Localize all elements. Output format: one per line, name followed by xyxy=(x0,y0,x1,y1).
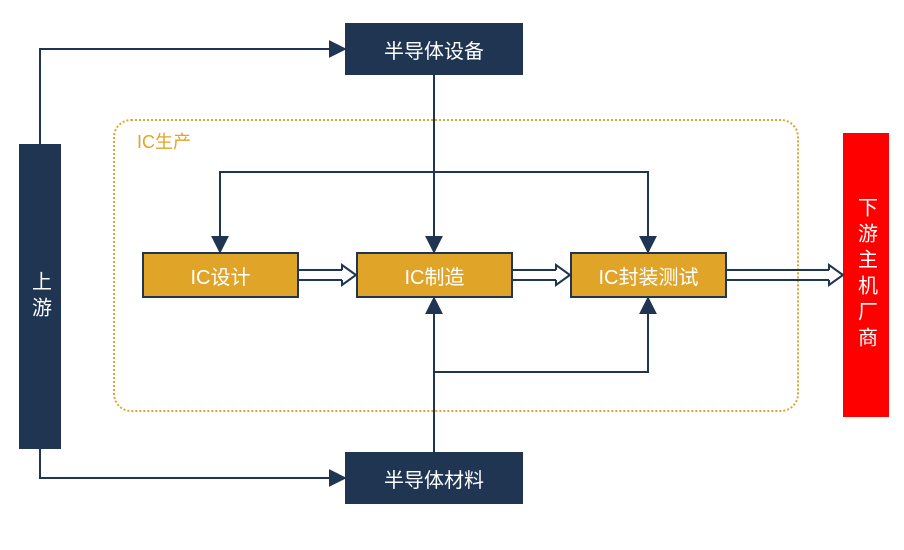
node-ic-design: IC设计 xyxy=(142,252,299,298)
node-materials-label: 半导体材料 xyxy=(384,464,484,493)
node-equipment-label: 半导体设备 xyxy=(384,35,484,64)
node-ic-design-label: IC设计 xyxy=(191,261,251,290)
node-equipment: 半导体设备 xyxy=(345,23,523,75)
node-ic-mfg-label: IC制造 xyxy=(405,261,465,290)
node-ic-mfg: IC制造 xyxy=(356,252,513,298)
node-downstream: 下游主机厂商 xyxy=(843,133,889,417)
node-upstream: 上游 xyxy=(19,144,61,449)
node-materials: 半导体材料 xyxy=(345,452,523,504)
node-ic-test-label: IC封装测试 xyxy=(599,261,699,290)
node-ic-test: IC封装测试 xyxy=(570,252,727,298)
node-downstream-label: 下游主机厂商 xyxy=(852,197,881,353)
node-upstream-label: 上游 xyxy=(26,271,55,323)
ic-production-label: IC生产 xyxy=(135,128,193,154)
